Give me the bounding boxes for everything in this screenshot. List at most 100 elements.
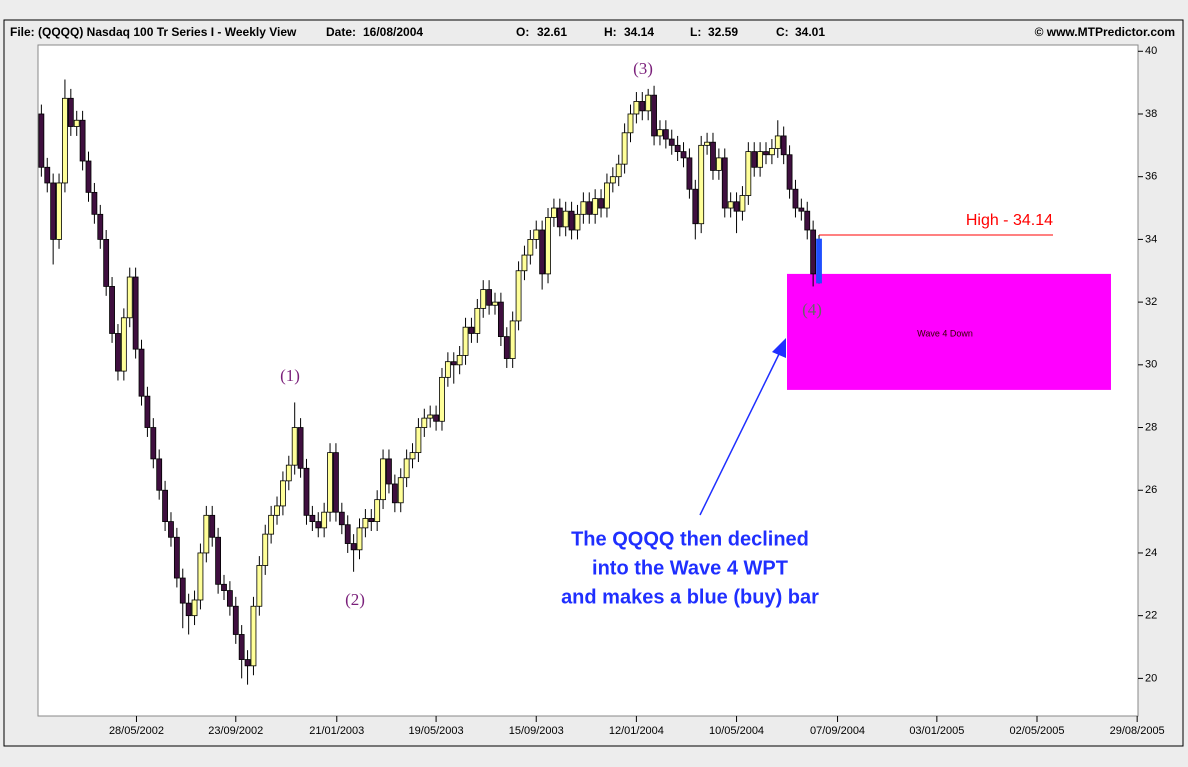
candle-body <box>768 148 775 156</box>
candle-body <box>580 201 587 215</box>
candle-body <box>539 229 546 275</box>
candle-body <box>73 119 80 127</box>
candle-body <box>551 207 557 218</box>
close-value: 34.01 <box>795 25 825 39</box>
candle-body <box>309 514 316 522</box>
high-value: 34.14 <box>624 25 654 39</box>
candle-body <box>203 514 210 554</box>
candle-body <box>162 489 168 522</box>
candle-body <box>374 499 381 522</box>
candle-body <box>598 198 604 209</box>
note-text: The QQQQ then declined <box>571 528 809 550</box>
candle-body <box>333 452 339 513</box>
wave-label: (1) <box>280 366 300 385</box>
wave-label: (4) <box>802 300 822 319</box>
low-label: L: <box>690 25 701 39</box>
candle-body <box>592 198 599 215</box>
wave4-zone <box>787 273 1111 390</box>
candle-body <box>497 301 504 338</box>
candle-body <box>274 505 280 516</box>
candle-body <box>639 101 646 112</box>
candle-body <box>67 97 74 127</box>
open-value: 32.61 <box>537 25 567 39</box>
candle-body <box>503 336 510 359</box>
candle-body <box>109 286 115 334</box>
candle-body <box>574 213 581 231</box>
candle-body <box>150 427 157 460</box>
candle-body <box>450 361 457 366</box>
x-tick-label: 15/09/2003 <box>509 725 564 737</box>
candle-body <box>674 144 681 153</box>
low-value: 32.59 <box>708 25 738 39</box>
x-tick-label: 03/01/2005 <box>909 725 964 737</box>
candle-body <box>56 182 62 240</box>
candle-body <box>132 276 139 350</box>
x-tick-label: 29/08/2005 <box>1110 725 1165 737</box>
candle-body <box>480 289 487 309</box>
candle-body <box>191 599 198 617</box>
candle-body <box>427 414 434 419</box>
candle-body <box>515 270 522 322</box>
copyright: © www.MTPredictor.com <box>1035 25 1175 39</box>
candle-body <box>256 565 263 607</box>
candle-body <box>627 113 634 134</box>
y-tick-label: 28 <box>1145 421 1157 433</box>
high-label: H: <box>604 25 617 39</box>
candle-body <box>727 201 734 209</box>
candle-body <box>468 326 475 334</box>
candle-body <box>85 160 92 193</box>
candle-body <box>386 458 392 485</box>
candle-body <box>533 229 540 240</box>
candle-body <box>568 210 575 231</box>
candle-body <box>327 452 333 513</box>
candle-body <box>244 659 251 667</box>
open-label: O: <box>516 25 529 39</box>
candle-body <box>751 151 758 168</box>
candle-body <box>692 188 699 225</box>
candle-body <box>344 524 351 544</box>
candle-body <box>757 151 764 168</box>
arrow-head <box>772 338 786 358</box>
candle-body <box>474 307 481 334</box>
candle-body <box>120 317 127 372</box>
x-tick-label: 10/05/2004 <box>709 725 764 737</box>
candle-body <box>739 195 746 212</box>
candle-body <box>179 577 186 604</box>
candle-body <box>698 144 705 225</box>
candle-body <box>197 552 204 601</box>
arrow-shaft <box>699 349 782 516</box>
candle-body <box>780 135 787 156</box>
candle-body <box>380 458 386 501</box>
candle-body <box>645 94 652 112</box>
candle-body <box>586 201 593 215</box>
x-tick-label: 02/05/2005 <box>1009 725 1064 737</box>
candle-body <box>715 157 722 171</box>
candle-body <box>633 101 640 115</box>
candle-body <box>816 238 822 284</box>
candle-body <box>662 129 669 140</box>
candle-body <box>615 163 622 178</box>
y-tick-label: 26 <box>1145 484 1157 496</box>
candle-body <box>810 229 817 275</box>
candle-body <box>350 543 357 551</box>
candle-body <box>545 217 551 275</box>
candle-body <box>421 417 428 428</box>
candle-body <box>50 182 57 240</box>
candle-body <box>686 157 693 190</box>
candle-body <box>792 188 799 209</box>
candle-body <box>209 514 216 538</box>
y-tick-label: 24 <box>1145 547 1157 559</box>
candle-body <box>250 605 257 667</box>
candle-body <box>680 151 687 159</box>
note-text: into the Wave 4 WPT <box>592 557 788 579</box>
candle-body <box>556 207 563 228</box>
candle-body <box>338 511 345 526</box>
candle-body <box>62 97 68 184</box>
candle-body <box>439 376 445 422</box>
x-tick-label: 23/09/2002 <box>208 725 263 737</box>
candle-body <box>415 427 422 454</box>
candle-body <box>226 590 233 607</box>
candle-body <box>268 514 275 535</box>
candle-body <box>185 602 192 617</box>
candle-body <box>297 427 304 469</box>
